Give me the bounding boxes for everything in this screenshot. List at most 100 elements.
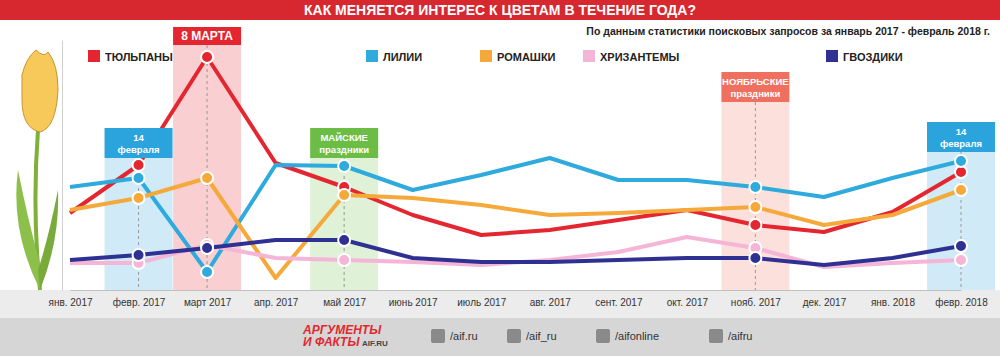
x-tick: апр. 2017 <box>254 290 299 308</box>
legend-item: ГВОЗДИКИ <box>826 50 903 63</box>
legend: ТЮЛЬПАНЫ ЛИЛИИ РОМАШКИ ХРИЗАНТЕМЫ ГВОЗДИКИ <box>88 50 903 63</box>
annotation-text: февраля <box>940 138 982 149</box>
x-tick-label: июль 2017 <box>457 297 506 308</box>
tulip-leaf <box>16 170 42 290</box>
legend-swatch <box>583 50 595 62</box>
x-tick: дек. 2017 <box>803 290 847 308</box>
y-axis <box>62 41 63 291</box>
annotation-box <box>310 128 378 158</box>
series-marker <box>338 234 350 246</box>
annotation-text: НОЯБРЬСКИЕ <box>722 76 789 87</box>
series-marker <box>201 242 213 254</box>
title-banner <box>0 0 1000 20</box>
x-tick: март 2017 <box>184 290 232 308</box>
legend-item: ЛИЛИИ <box>366 50 422 63</box>
series-marker <box>133 192 145 204</box>
series-line <box>70 240 961 265</box>
series-line <box>70 178 961 278</box>
legend-label: ТЮЛЬПАНЫ <box>105 51 173 63</box>
annotation-text: 14 <box>133 132 144 143</box>
legend-label: ЛИЛИИ <box>383 51 422 63</box>
x-axis-line <box>71 290 962 291</box>
x-tick: июнь 2017 <box>389 290 438 308</box>
social-link: /aif.ru <box>450 330 478 342</box>
footer-logo: И ФАКТЫ <box>303 335 360 349</box>
social-link: /aifonline <box>615 330 659 342</box>
annotation-band <box>927 152 995 290</box>
x-tick-label: февр. 2018 <box>935 297 988 308</box>
tulip-head <box>22 50 58 132</box>
series-marker <box>955 254 967 266</box>
footer-band <box>0 318 1000 356</box>
social-icon <box>431 329 445 343</box>
x-tick-label: янв. 2018 <box>871 297 915 308</box>
x-tick-label: нояб. 2017 <box>731 297 781 308</box>
annotation-text: февраля <box>118 144 160 155</box>
social-link: /aifru <box>728 330 752 342</box>
social-icon <box>507 329 521 343</box>
series-marker <box>338 254 350 266</box>
x-tick: сент. 2017 <box>595 290 643 308</box>
series-line <box>70 158 961 272</box>
legend-item: РОМАШКИ <box>480 50 556 63</box>
x-tick: янв. 2018 <box>871 290 915 308</box>
legend-swatch <box>480 50 492 62</box>
legend-swatch <box>826 50 838 62</box>
background <box>0 0 1000 356</box>
annotation-labels: 14февраля8 МАРТАМАЙСКИЕпраздникиНОЯБРЬСК… <box>105 27 995 158</box>
legend-label: РОМАШКИ <box>497 51 556 63</box>
legend-label: ХРИЗАНТЕМЫ <box>600 51 680 63</box>
legend-label: ГВОЗДИКИ <box>843 51 903 63</box>
legend-item: ТЮЛЬПАНЫ <box>88 50 173 63</box>
x-tick-label: май 2017 <box>323 297 366 308</box>
x-tick-label: янв. 2017 <box>48 297 92 308</box>
x-tick: авг. 2017 <box>530 290 572 308</box>
series-marker <box>749 252 761 264</box>
series-marker <box>749 201 761 213</box>
series-marker <box>338 160 350 172</box>
tulip-decoration <box>16 50 58 290</box>
social-icon <box>709 329 723 343</box>
annotation-box <box>173 27 241 45</box>
legend-item: ХРИЗАНТЕМЫ <box>583 50 680 63</box>
series-marker <box>338 189 350 201</box>
series-marker <box>201 266 213 278</box>
x-tick: окт. 2017 <box>667 290 709 308</box>
x-tick-label: апр. 2017 <box>254 297 299 308</box>
social-icon <box>596 329 610 343</box>
x-tick-label: март 2017 <box>184 297 232 308</box>
footer-site: AIF.RU <box>362 339 388 348</box>
annotation-guide <box>344 158 345 290</box>
x-tick: февр. 2018 <box>935 290 988 308</box>
x-tick-label: июнь 2017 <box>389 297 438 308</box>
x-tick-label: дек. 2017 <box>803 297 847 308</box>
legend-swatch <box>88 50 100 62</box>
x-tick: февр. 2017 <box>113 290 166 308</box>
x-tick-label: сент. 2017 <box>595 297 643 308</box>
tulip-leaf <box>38 190 58 290</box>
x-axis: янв. 2017 февр. 2017 март 2017 апр. 2017 май… <box>48 290 988 308</box>
annotation-text: праздники <box>319 144 369 155</box>
x-tick-label: февр. 2017 <box>113 297 166 308</box>
annotation-text: 14 <box>956 126 967 137</box>
subtitle: По данным статистики поисковых запросов … <box>586 25 990 37</box>
series-marker <box>133 249 145 261</box>
title: КАК МЕНЯЕТСЯ ИНТЕРЕС К ЦВЕТАМ В ТЕЧЕНИЕ … <box>304 2 696 18</box>
legend-swatch <box>366 50 378 62</box>
footer: АРГУМЕНТЫИ ФАКТЫAIF.RU/aif.ru/aif_ru/aif… <box>0 318 1000 356</box>
chart-container: КАК МЕНЯЕТСЯ ИНТЕРЕС К ЦВЕТАМ В ТЕЧЕНИЕ … <box>0 0 1000 356</box>
series-marker <box>955 155 967 167</box>
series-marker <box>955 184 967 196</box>
x-tick-label: окт. 2017 <box>667 297 709 308</box>
annotation-box <box>105 128 173 158</box>
x-tick: май 2017 <box>323 290 366 308</box>
series-marker <box>749 219 761 231</box>
plot-lines <box>70 51 967 278</box>
x-tick-label: авг. 2017 <box>530 297 572 308</box>
series-marker <box>955 240 967 252</box>
series-marker <box>749 181 761 193</box>
social-link: /aif_ru <box>526 330 557 342</box>
annotations <box>105 45 995 290</box>
y-axis-line <box>62 41 63 291</box>
annotation-box <box>927 122 995 152</box>
